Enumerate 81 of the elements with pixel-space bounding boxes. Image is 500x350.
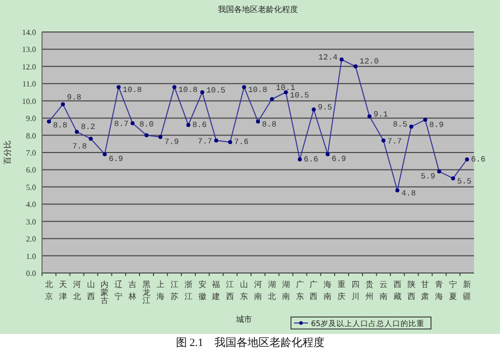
x-tick-label: 四川 bbox=[352, 280, 360, 301]
x-tick-label: 天津 bbox=[58, 280, 67, 301]
data-label: 6.6 bbox=[304, 155, 318, 164]
x-tick-label: 湖南 bbox=[282, 280, 290, 301]
data-label: 12.4 bbox=[318, 54, 338, 63]
data-label: 8.8 bbox=[52, 122, 68, 131]
x-tick-label: 辽宁 bbox=[114, 280, 123, 301]
data-label: 8.5 bbox=[392, 120, 408, 130]
y-tick-label: 11.0 bbox=[22, 80, 36, 89]
data-label: 6.9 bbox=[332, 155, 346, 164]
x-axis-title: 城市 bbox=[235, 315, 252, 324]
y-tick-label: 7.0 bbox=[26, 148, 36, 158]
x-tick-label: 内蒙古 bbox=[100, 280, 109, 305]
y-tick-label: 8.0 bbox=[26, 131, 36, 140]
x-tick-label: 上海 bbox=[156, 280, 164, 301]
y-tick-label: 13.0 bbox=[22, 45, 36, 54]
y-tick-label: 4.0 bbox=[26, 200, 36, 210]
x-tick-label: 新疆 bbox=[463, 280, 472, 301]
data-label: 8.2 bbox=[80, 122, 96, 132]
y-tick-label: 0.0 bbox=[26, 269, 36, 278]
x-tick-label: 山东 bbox=[240, 280, 248, 301]
y-tick-label: 10.0 bbox=[22, 96, 36, 106]
x-tick-label: 陕西 bbox=[407, 280, 416, 301]
x-tick-label: 江苏 bbox=[170, 280, 178, 301]
x-tick-label: 海南 bbox=[324, 280, 332, 301]
y-tick-label: 9.0 bbox=[26, 114, 36, 124]
data-label: 7.7 bbox=[387, 137, 402, 146]
data-label: 8.0 bbox=[139, 120, 154, 130]
caption: 图 2.1 我国各地区老龄化程度 bbox=[176, 336, 324, 349]
y-axis-title: 百分比 bbox=[3, 140, 12, 164]
x-tick-label: 河南 bbox=[254, 280, 262, 301]
x-tick-label: 河北 bbox=[72, 280, 81, 301]
data-label: 12.0 bbox=[360, 57, 379, 66]
data-label: 10.5 bbox=[206, 86, 226, 96]
data-label: 7.7 bbox=[198, 137, 212, 146]
x-tick-label: 广东 bbox=[296, 280, 304, 301]
y-tick-label: 3.0 bbox=[26, 217, 36, 226]
data-label: 7.9 bbox=[164, 138, 180, 148]
x-tick-label: 青海 bbox=[435, 280, 444, 301]
x-tick-label: 贵州 bbox=[365, 280, 374, 301]
x-tick-label: 安徽 bbox=[198, 280, 206, 301]
data-label: 9.8 bbox=[66, 93, 82, 102]
y-tick-label: 2.0 bbox=[26, 234, 36, 244]
x-tick-label: 福建 bbox=[211, 280, 220, 301]
x-tick-label: 广西 bbox=[310, 280, 318, 301]
data-label: 4.8 bbox=[401, 189, 416, 198]
x-tick-label: 北京 bbox=[44, 280, 53, 301]
data-label: 7.6 bbox=[234, 138, 249, 148]
y-tick-label: 12.0 bbox=[22, 62, 36, 72]
data-label: 5.5 bbox=[457, 177, 472, 186]
x-tick-label: 吉林 bbox=[128, 280, 137, 301]
x-tick-label: 重庆 bbox=[338, 280, 346, 301]
data-label: 10.8 bbox=[178, 86, 198, 96]
x-tick-label: 云南 bbox=[379, 280, 388, 301]
data-label: 10.5 bbox=[290, 91, 310, 100]
x-tick-label: 湖北 bbox=[268, 280, 276, 301]
y-tick-label: 14.0 bbox=[22, 28, 36, 37]
y-tick-label: 5.0 bbox=[26, 182, 36, 192]
x-tick-label: 浙江 bbox=[184, 280, 192, 301]
x-tick-label: 黑龙江 bbox=[142, 280, 151, 305]
y-tick-label: 1.0 bbox=[26, 252, 36, 261]
data-label: 6.6 bbox=[471, 155, 486, 164]
data-label: 7.8 bbox=[72, 142, 87, 152]
chart-title: 我国各地区老龄化程度 bbox=[218, 5, 298, 14]
x-tick-label: 甘肃 bbox=[421, 280, 430, 301]
data-label: 5.9 bbox=[420, 172, 436, 182]
data-label: 8.6 bbox=[192, 120, 207, 130]
data-label: 8.7 bbox=[114, 120, 129, 130]
data-label: 10.8 bbox=[122, 86, 142, 96]
data-label: 8.8 bbox=[262, 120, 277, 130]
data-label: 6.9 bbox=[108, 155, 124, 164]
x-tick-label: 江西 bbox=[226, 280, 234, 301]
data-label: 10.1 bbox=[276, 84, 296, 94]
data-label: 9.1 bbox=[373, 110, 388, 120]
x-tick-label: 西藏 bbox=[393, 280, 402, 301]
x-tick-label: 宁夏 bbox=[449, 280, 458, 301]
data-label: 9.5 bbox=[318, 103, 332, 112]
data-label: 8.9 bbox=[429, 120, 444, 130]
data-label: 10.8 bbox=[248, 86, 268, 96]
y-tick-label: 6.0 bbox=[26, 166, 36, 175]
x-tick-label: 山西 bbox=[86, 280, 95, 301]
